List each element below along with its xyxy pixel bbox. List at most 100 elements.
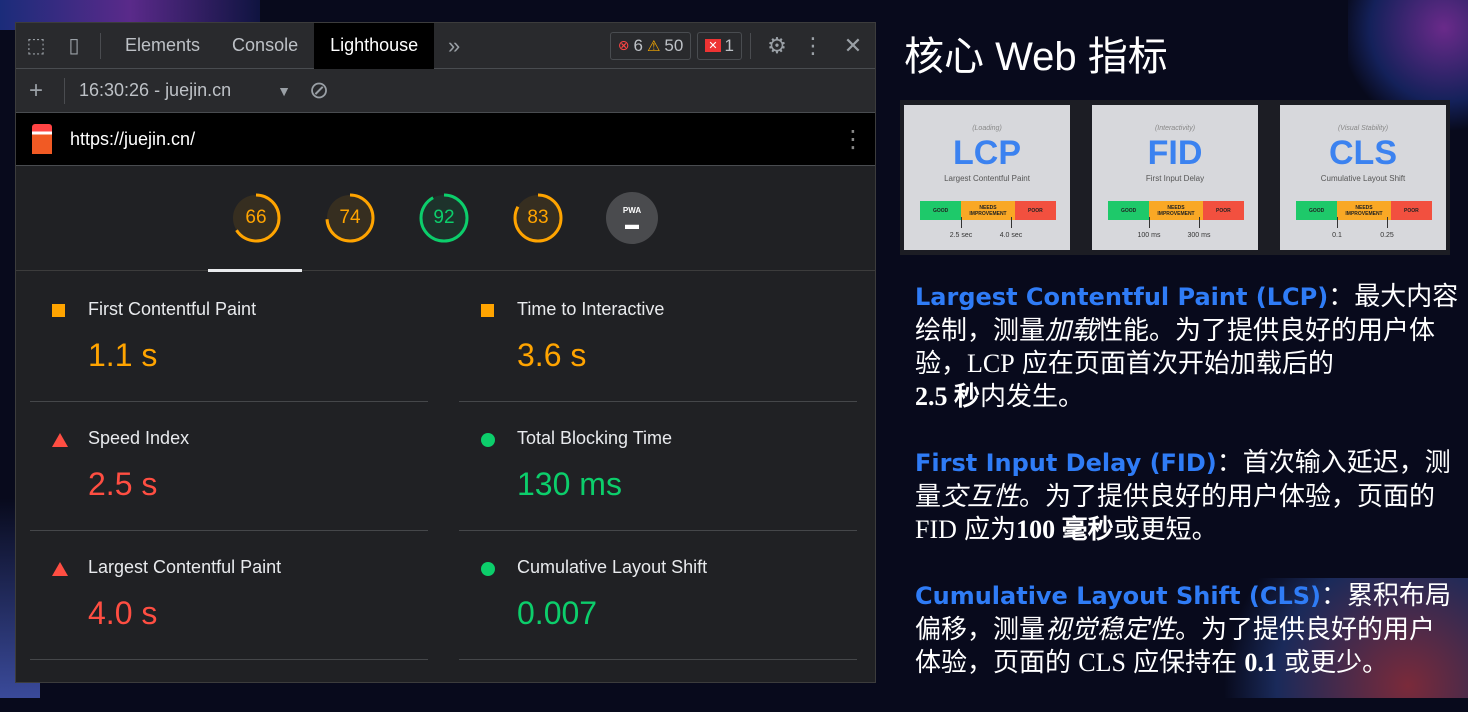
average-icon: [481, 304, 494, 317]
score-gauge[interactable]: 83: [512, 192, 564, 244]
metric-label: Time to Interactive: [517, 299, 665, 319]
threshold-1: 100 ms: [1137, 232, 1161, 239]
metric-value: 3.6 s: [517, 337, 587, 373]
metric-value: 0.007: [517, 595, 598, 631]
more-options-icon[interactable]: ⋮: [802, 32, 824, 58]
warning-icon: ⚠: [646, 37, 661, 55]
threshold-2: 0.25: [1380, 232, 1394, 239]
inspect-element-icon[interactable]: ⬚: [26, 35, 46, 57]
plus-icon[interactable]: +: [28, 76, 43, 104]
metric-label: First Contentful Paint: [88, 299, 257, 319]
good-segment: GOOD: [1296, 201, 1338, 220]
threshold-bar: GOOD NEEDS IMPROVEMENT POOR: [920, 201, 1057, 220]
fail-icon: [52, 562, 68, 576]
text: 0.1: [1244, 648, 1277, 677]
tab-console[interactable]: Console: [232, 35, 299, 55]
text: 加载: [1045, 315, 1098, 345]
tab-lighthouse[interactable]: Lighthouse: [314, 22, 435, 69]
threshold-1: 2.5 sec: [949, 232, 973, 239]
text: 视觉稳定性: [1045, 614, 1176, 644]
metric-item: Speed Index 2.5 s: [30, 402, 428, 531]
lighthouse-toolbar: + 16:30:26 - juejin.cn ▼ ⊘: [16, 69, 875, 113]
tab-elements[interactable]: Elements: [125, 35, 201, 55]
good-segment: GOOD: [920, 201, 962, 220]
card-category: (Interactivity): [1154, 125, 1196, 132]
text: 应在页面首次开始加载后的: [1014, 348, 1334, 378]
text: ：累积布局偏移，测量: [915, 580, 1451, 644]
card-name: First Input Delay: [1145, 174, 1205, 183]
card-name: Cumulative Layout Shift: [1320, 174, 1406, 183]
gear-icon[interactable]: ⚙: [767, 32, 787, 58]
dash-icon: ▬: [625, 215, 639, 232]
poor-segment: POOR: [1014, 201, 1057, 220]
close-icon[interactable]: ✕: [843, 32, 863, 58]
metric-item: Largest Contentful Paint 4.0 s: [30, 531, 428, 660]
text: ：最大内容绘制，测量: [915, 281, 1459, 345]
pwa-badge[interactable]: PWA ▬: [606, 192, 658, 244]
vital-card: (Interactivity) FID First Input Delay GO…: [1092, 105, 1258, 250]
metric-label: Total Blocking Time: [517, 428, 673, 448]
score-value: 83: [527, 207, 549, 228]
pwa-label: PWA: [622, 205, 642, 215]
lighthouse-logo-icon: [32, 124, 52, 154]
report-select[interactable]: 16:30:26 - juejin.cn: [79, 80, 232, 100]
score-value: 66: [245, 207, 267, 228]
threshold-bar: GOOD NEEDS IMPROVEMENT POOR: [1108, 201, 1245, 220]
chevron-down-icon[interactable]: ▼: [277, 82, 291, 99]
text: ：首次输入延迟，测量: [915, 447, 1451, 511]
device-toolbar-icon[interactable]: ▯: [68, 35, 80, 57]
category-scores: PWA ▬ 66 74 92 83: [16, 166, 875, 272]
text: 或更少。: [1276, 647, 1389, 677]
active-score-underline: [208, 269, 302, 272]
devtools-toolbar: ⬚ ▯ Elements Console Lighthouse » ⊗ 6 ⚠ 50…: [16, 22, 875, 69]
more-tabs-icon[interactable]: »: [448, 32, 461, 58]
threshold-marker: [961, 217, 962, 228]
issue-count: 1: [724, 35, 734, 55]
error-icon: ⊗: [617, 37, 630, 53]
score-value: 92: [433, 207, 455, 228]
text: 内发生。: [980, 381, 1085, 411]
needs-segment: NEEDS IMPROVEMENT: [961, 201, 1015, 220]
score-gauge[interactable]: 74: [324, 192, 376, 244]
gauge-ring: [325, 193, 375, 243]
more-options-icon[interactable]: ⋮: [841, 125, 865, 153]
threshold-1: 0.1: [1332, 232, 1342, 239]
threshold-2: 300 ms: [1187, 232, 1211, 239]
threshold-marker: [1149, 217, 1150, 228]
background-decoration: [1168, 578, 1468, 698]
metric-item: Total Blocking Time 130 ms: [459, 402, 857, 531]
pass-icon: [481, 433, 495, 447]
divider: [64, 77, 65, 104]
text: 性能。为了提供良好的用户体验，: [915, 315, 1436, 378]
fid-description: First Input Delay (FID)：首次输入延迟，测量交互性。为了提…: [915, 446, 1460, 546]
text: 。为了提供良好的用户体验，页面的: [1019, 481, 1436, 511]
issues-button[interactable]: ✕ 1: [697, 31, 742, 60]
text: 2.5 秒: [915, 382, 981, 411]
slide-title: 核心 Web 指标: [904, 35, 1168, 79]
card-category: (Loading): [972, 125, 1002, 132]
threshold-marker: [1011, 217, 1012, 228]
metric-label: Largest Contentful Paint: [88, 557, 282, 577]
card-abbr: LCP: [953, 134, 1021, 172]
threshold-marker: [1199, 217, 1200, 228]
metric-descriptions: Largest Contentful Paint (LCP)：最大内容绘制，测量…: [915, 280, 1460, 712]
score-gauge[interactable]: 66: [230, 192, 282, 244]
needs-segment: NEEDS IMPROVEMENT: [1149, 201, 1203, 220]
metric-value: 1.1 s: [88, 337, 158, 373]
metric-value: 2.5 s: [88, 466, 158, 502]
threshold-marker: [1337, 217, 1338, 228]
score-gauge[interactable]: 92: [418, 192, 470, 244]
metric-item: Cumulative Layout Shift 0.007: [459, 531, 857, 660]
text: 应保持在: [1125, 647, 1245, 677]
report-url[interactable]: https://juejin.cn/: [70, 128, 196, 149]
card-abbr: FID: [1147, 134, 1203, 172]
vital-card: (Loading) LCP Largest Contentful Paint G…: [904, 105, 1070, 250]
metric-label: Speed Index: [88, 428, 190, 448]
lcp-description: Largest Contentful Paint (LCP)：最大内容绘制，测量…: [915, 280, 1460, 413]
average-icon: [52, 304, 65, 317]
text: 应为: [956, 514, 1017, 544]
clear-icon[interactable]: ⊘: [308, 77, 330, 104]
console-counts-button[interactable]: ⊗ 6 ⚠ 50: [609, 31, 692, 60]
threshold-2: 4.0 sec: [999, 232, 1023, 239]
issue-icon: ✕: [705, 39, 721, 52]
